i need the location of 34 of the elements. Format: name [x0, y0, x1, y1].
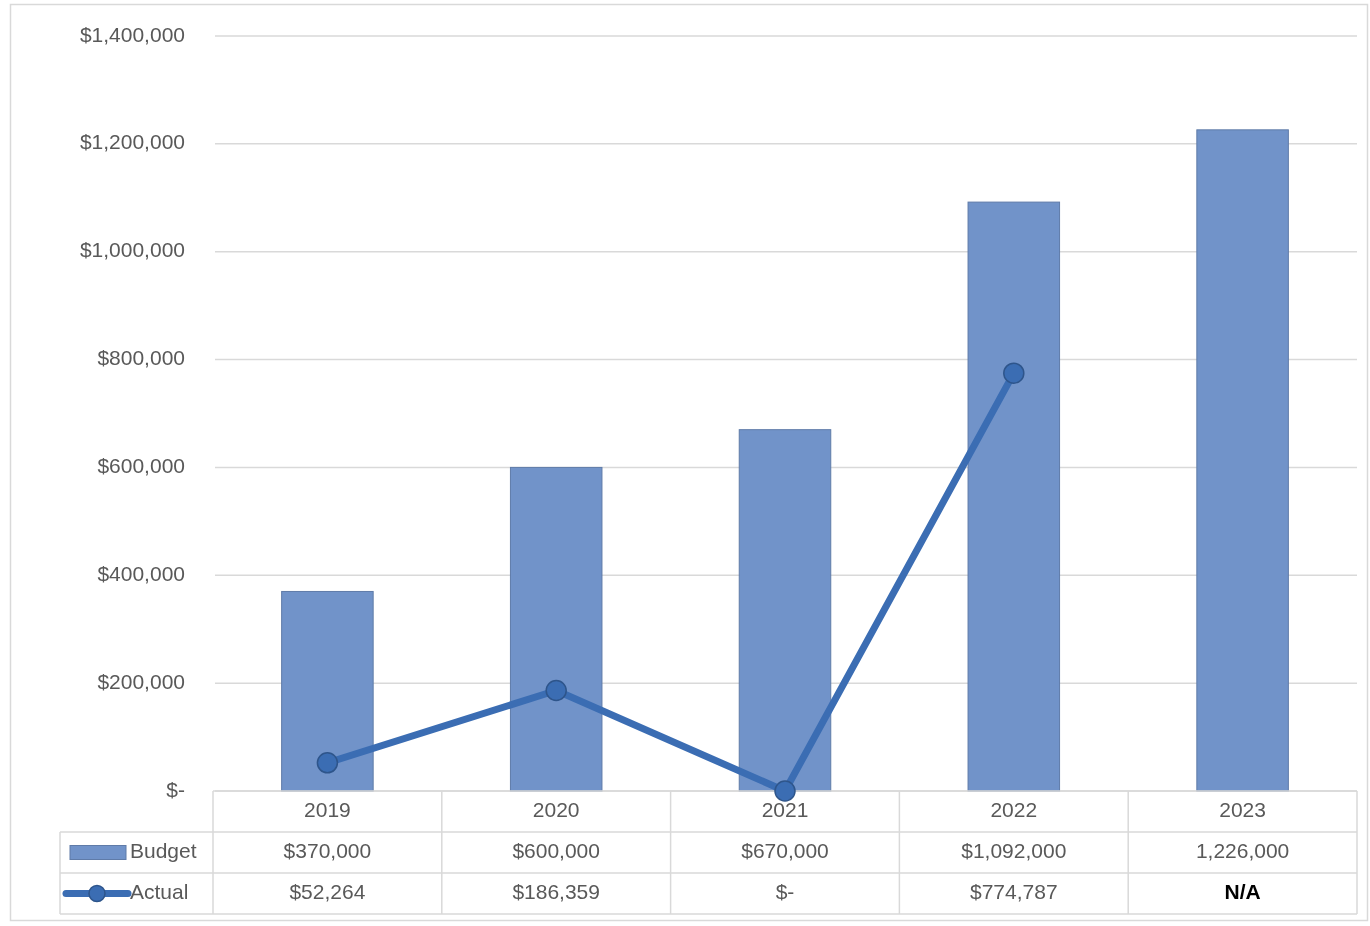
y-tick-label: $400,000 — [97, 561, 185, 585]
data-label: $774,787 — [970, 880, 1058, 904]
data-label: $600,000 — [512, 839, 600, 863]
point — [316, 752, 339, 774]
data-label: 1,226,000 — [1195, 839, 1290, 863]
data-label: $186,359 — [512, 880, 600, 904]
x-tick-label: 2020 — [532, 798, 580, 822]
point — [774, 780, 796, 802]
point — [545, 679, 567, 702]
y-tick-label: $200,000 — [97, 669, 185, 693]
y-tick-label: $- — [166, 777, 185, 801]
point — [1003, 362, 1025, 384]
data-label: $1,092,000 — [961, 839, 1067, 863]
x-tick-label: 2019 — [304, 798, 351, 822]
text: N/A — [1224, 880, 1261, 904]
data-label: $- — [775, 880, 795, 904]
y-tick-label: $1,000,000 — [79, 238, 185, 262]
bar — [1196, 129, 1289, 792]
x-tick-label: 2022 — [990, 798, 1038, 822]
y-tick-label: $800,000 — [97, 346, 185, 370]
x-tick-label: 2023 — [1219, 798, 1266, 822]
y-tick-label: $600,000 — [97, 453, 185, 477]
bar — [281, 590, 374, 792]
data-label: $670,000 — [741, 839, 829, 863]
legend-label: Budget — [130, 839, 197, 863]
bar — [967, 201, 1061, 792]
x-tick-label: 2021 — [761, 798, 809, 822]
data-label: $370,000 — [283, 839, 372, 863]
data-label: $52,264 — [289, 880, 366, 904]
y-tick-label: $1,400,000 — [79, 22, 185, 46]
legend-label: Actual — [130, 880, 189, 904]
bar — [738, 429, 832, 792]
y-tick-label: $1,200,000 — [79, 130, 185, 154]
bar — [509, 466, 603, 792]
